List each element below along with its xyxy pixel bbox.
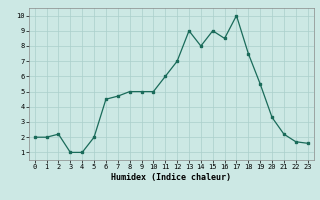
X-axis label: Humidex (Indice chaleur): Humidex (Indice chaleur) [111, 173, 231, 182]
